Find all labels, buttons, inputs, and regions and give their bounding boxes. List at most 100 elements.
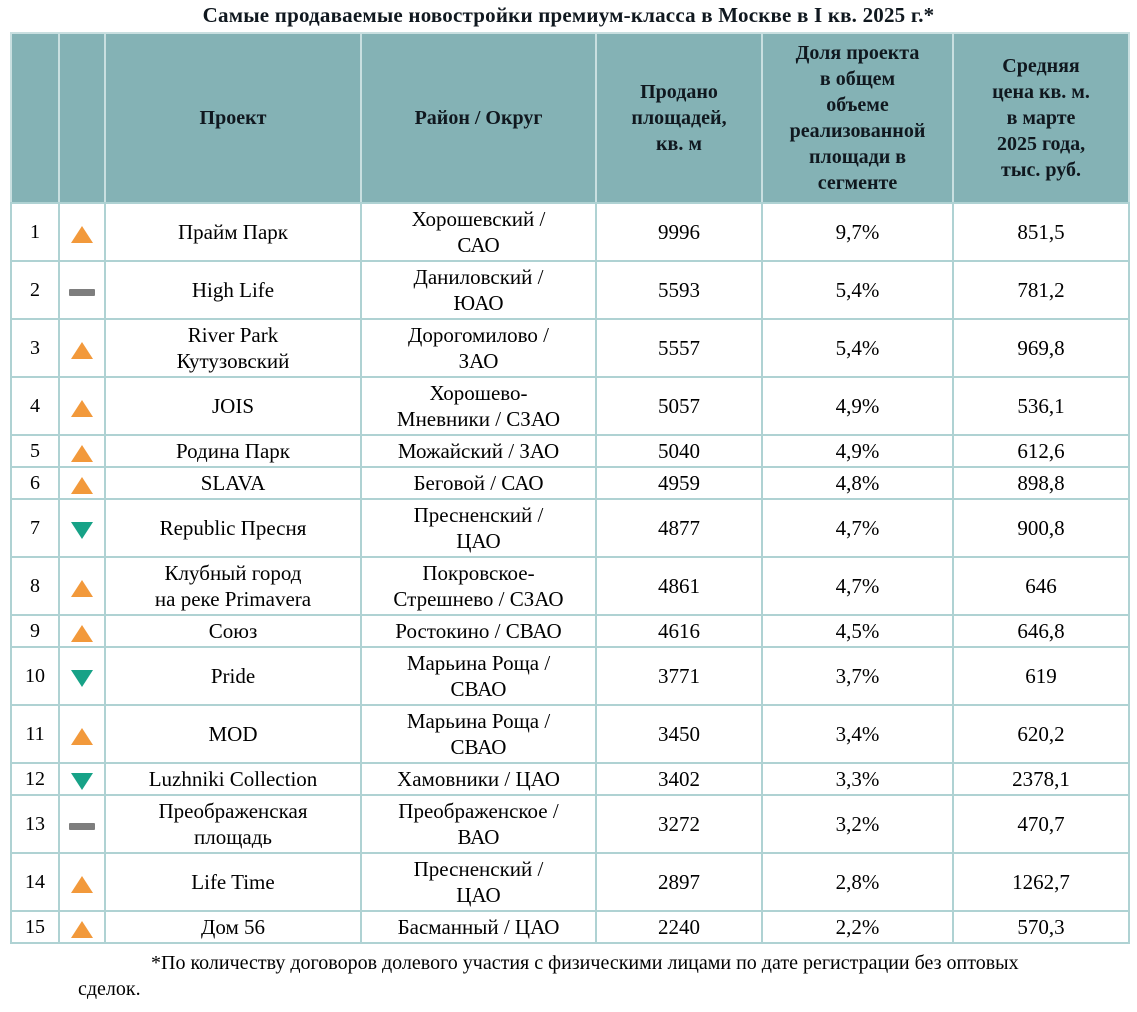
project-cell: Дом 56 [104,910,362,944]
share-cell: 5,4% [761,318,954,378]
sold-area-cell: 4861 [595,556,763,616]
trend-cell [58,794,106,854]
header-district: Район / Округ [360,32,597,204]
avg-price-cell: 612,6 [952,434,1130,468]
project-cell: River Park Кутузовский [104,318,362,378]
sold-area-cell: 2240 [595,910,763,944]
dash-icon [69,288,95,296]
share-cell: 9,7% [761,202,954,262]
sold-area-cell: 4616 [595,614,763,648]
district-cell: Ростокино / СВАО [360,614,597,648]
project-cell: Pride [104,646,362,706]
header-rank [10,32,60,204]
sold-area-cell: 2897 [595,852,763,912]
table-row: 10 Pride Марьина Роща / СВАО 3771 3,7% 619 [10,646,1130,706]
avg-price-cell: 536,1 [952,376,1130,436]
trend-cell [58,260,106,320]
district-cell: Басманный / ЦАО [360,910,597,944]
project-cell: Союз [104,614,362,648]
trend-cell [58,762,106,796]
trend-cell [58,556,106,616]
table-row: 6 SLAVA Беговой / САО 4959 4,8% 898,8 [10,466,1130,500]
sold-area-cell: 5593 [595,260,763,320]
triangle-down-icon [71,772,93,790]
table-row: 11 MOD Марьина Роща / СВАО 3450 3,4% 620,2 [10,704,1130,764]
share-cell: 4,9% [761,434,954,468]
rank-cell: 7 [10,498,60,558]
triangle-up-icon [71,341,93,359]
avg-price-cell: 900,8 [952,498,1130,558]
sold-area-cell: 4959 [595,466,763,500]
district-cell: Пресненский / ЦАО [360,852,597,912]
project-cell: Life Time [104,852,362,912]
rank-cell: 3 [10,318,60,378]
avg-price-cell: 619 [952,646,1130,706]
table-row: 13 Преображенская площадь Преображенское /… [10,794,1130,854]
triangle-up-icon [71,476,93,494]
share-cell: 3,2% [761,794,954,854]
sold-area-cell: 9996 [595,202,763,262]
avg-price-cell: 620,2 [952,704,1130,764]
sold-area-cell: 3272 [595,794,763,854]
rank-cell: 14 [10,852,60,912]
header-project: Проект [104,32,362,204]
project-cell: SLAVA [104,466,362,500]
district-cell: Хорошевский / САО [360,202,597,262]
avg-price-cell: 646 [952,556,1130,616]
table-row: 12 Luzhniki Collection Хамовники / ЦАО 3402… [10,762,1130,796]
share-cell: 3,7% [761,646,954,706]
trend-cell [58,466,106,500]
premium-newbuildings-table: Проект Район / Округ Продано площадей, к… [10,32,1130,944]
district-cell: Беговой / САО [360,466,597,500]
rank-cell: 1 [10,202,60,262]
sold-area-cell: 4877 [595,498,763,558]
district-cell: Преображенское / ВАО [360,794,597,854]
triangle-up-icon [71,624,93,642]
table-row: 9 Союз Ростокино / СВАО 4616 4,5% 646,8 [10,614,1130,648]
triangle-up-icon [71,920,93,938]
trend-cell [58,646,106,706]
header-avg-price: Средняя цена кв. м. в марте 2025 года, т… [952,32,1130,204]
rank-cell: 11 [10,704,60,764]
district-cell: Марьина Роща / СВАО [360,704,597,764]
triangle-up-icon [71,225,93,243]
table-header: Проект Район / Округ Продано площадей, к… [10,32,1130,204]
district-cell: Хамовники / ЦАО [360,762,597,796]
triangle-up-icon [71,444,93,462]
district-cell: Хорошево- Мневники / СЗАО [360,376,597,436]
district-cell: Покровское- Стрешнево / СЗАО [360,556,597,616]
header-sold-area: Продано площадей, кв. м [595,32,763,204]
triangle-up-icon [71,875,93,893]
share-cell: 3,4% [761,704,954,764]
share-cell: 3,3% [761,762,954,796]
rank-cell: 15 [10,910,60,944]
trend-cell [58,852,106,912]
table-row: 3 River Park Кутузовский Дорогомилово / ЗА… [10,318,1130,378]
rank-cell: 8 [10,556,60,616]
triangle-down-icon [71,669,93,687]
header-share: Доля проекта в общем объеме реализованно… [761,32,954,204]
rank-cell: 10 [10,646,60,706]
triangle-up-icon [71,727,93,745]
sold-area-cell: 3402 [595,762,763,796]
trend-cell [58,376,106,436]
table-row: 2 High Life Даниловский / ЮАО 5593 5,4% 781,2 [10,260,1130,320]
rank-cell: 4 [10,376,60,436]
table-row: 14 Life Time Пресненский / ЦАО 2897 2,8% 1262… [10,852,1130,912]
avg-price-cell: 1262,7 [952,852,1130,912]
avg-price-cell: 646,8 [952,614,1130,648]
sold-area-cell: 5057 [595,376,763,436]
project-cell: JOIS [104,376,362,436]
share-cell: 4,7% [761,556,954,616]
page-title: Самые продаваемые новостройки премиум-кл… [202,3,935,27]
rank-cell: 12 [10,762,60,796]
share-cell: 4,8% [761,466,954,500]
avg-price-cell: 781,2 [952,260,1130,320]
share-cell: 4,9% [761,376,954,436]
header-trend [58,32,106,204]
project-cell: Родина Парк [104,434,362,468]
sold-area-cell: 5040 [595,434,763,468]
project-cell: Прайм Парк [104,202,362,262]
table-row: 4 JOIS Хорошево- Мневники / СЗАО 5057 4,9% 53… [10,376,1130,436]
rank-cell: 9 [10,614,60,648]
